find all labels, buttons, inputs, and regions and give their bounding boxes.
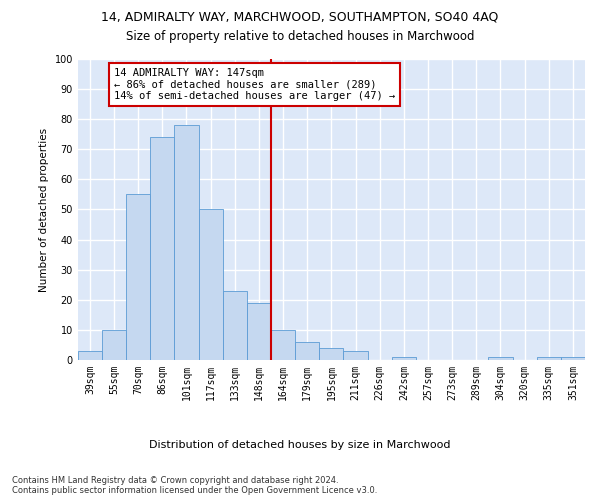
Bar bbox=[150, 137, 175, 360]
Text: 14, ADMIRALTY WAY, MARCHWOOD, SOUTHAMPTON, SO40 4AQ: 14, ADMIRALTY WAY, MARCHWOOD, SOUTHAMPTO… bbox=[101, 10, 499, 23]
Bar bbox=[199, 210, 223, 360]
Y-axis label: Number of detached properties: Number of detached properties bbox=[39, 128, 49, 292]
Bar bbox=[175, 125, 199, 360]
Bar bbox=[295, 342, 319, 360]
Bar bbox=[271, 330, 295, 360]
Text: Distribution of detached houses by size in Marchwood: Distribution of detached houses by size … bbox=[149, 440, 451, 450]
Bar bbox=[343, 351, 368, 360]
Text: Size of property relative to detached houses in Marchwood: Size of property relative to detached ho… bbox=[126, 30, 474, 43]
Bar bbox=[102, 330, 126, 360]
Bar bbox=[78, 351, 102, 360]
Bar bbox=[561, 357, 585, 360]
Bar bbox=[536, 357, 561, 360]
Bar bbox=[488, 357, 512, 360]
Bar bbox=[247, 302, 271, 360]
Bar bbox=[223, 290, 247, 360]
Bar bbox=[392, 357, 416, 360]
Bar bbox=[319, 348, 343, 360]
Text: 14 ADMIRALTY WAY: 147sqm
← 86% of detached houses are smaller (289)
14% of semi-: 14 ADMIRALTY WAY: 147sqm ← 86% of detach… bbox=[114, 68, 395, 101]
Bar bbox=[126, 194, 150, 360]
Text: Contains HM Land Registry data © Crown copyright and database right 2024.
Contai: Contains HM Land Registry data © Crown c… bbox=[12, 476, 377, 495]
